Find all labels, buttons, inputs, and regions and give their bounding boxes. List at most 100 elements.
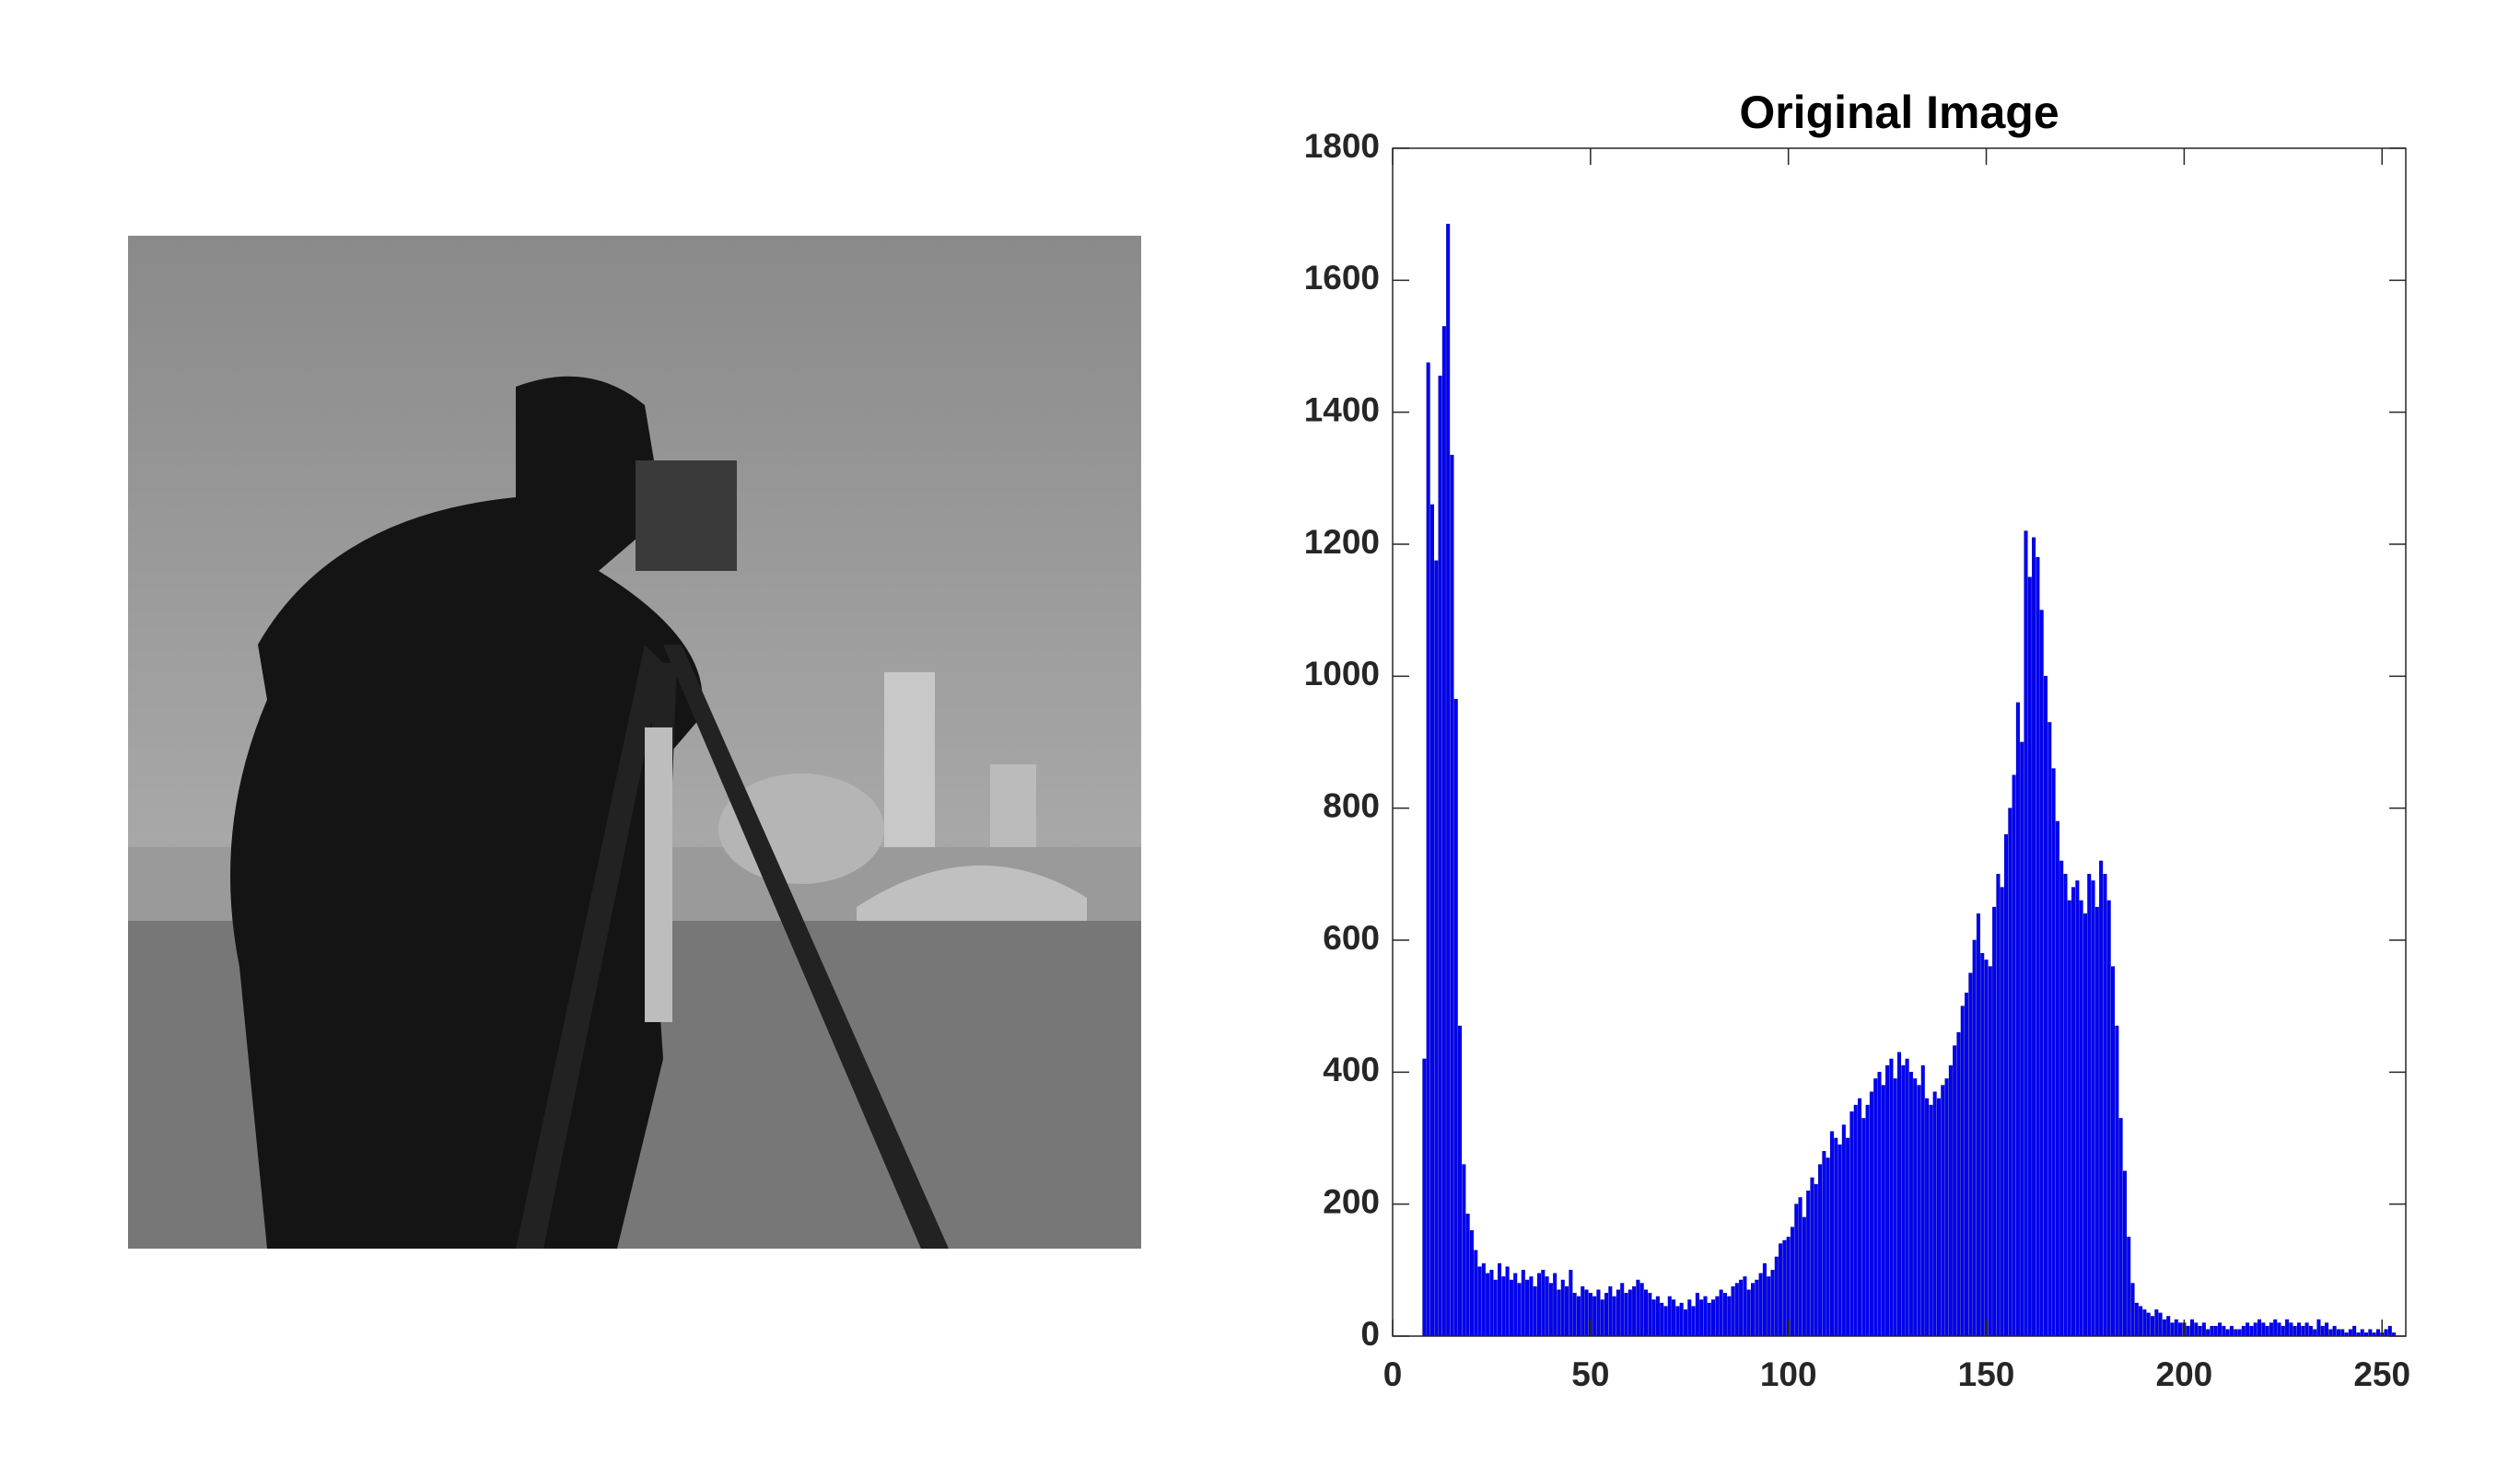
bar [2210, 1325, 2214, 1337]
bar [1509, 1279, 1513, 1337]
bar [1722, 1293, 1727, 1337]
bar [1536, 1273, 1542, 1337]
bar [1750, 1283, 1756, 1337]
bar [1497, 1262, 1502, 1337]
bar [1984, 959, 1989, 1337]
x-tick-label: 0 [1383, 1355, 1403, 1393]
bar [1576, 1296, 1581, 1337]
bar [2320, 1325, 2325, 1337]
bar [1849, 1111, 1854, 1337]
bar [1560, 1279, 1565, 1337]
bar [1695, 1293, 1699, 1337]
bar [2134, 1302, 2139, 1337]
bar [1521, 1270, 1525, 1337]
bar [1932, 1091, 1937, 1337]
bar [1806, 1191, 1811, 1337]
bar [1810, 1177, 1814, 1337]
bar [1873, 1078, 1878, 1337]
bar [2170, 1322, 2175, 1337]
bar [2201, 1322, 2206, 1337]
bar [2301, 1325, 2305, 1337]
bar [2146, 1312, 2151, 1337]
bar [1545, 1276, 1549, 1337]
bar [1869, 1091, 1873, 1337]
bar [2099, 860, 2104, 1337]
bar [1920, 1064, 1925, 1337]
y-tick-label: 1200 [1304, 523, 1380, 561]
bar [1453, 699, 1458, 1337]
bar [1936, 1098, 1941, 1337]
bar [1707, 1302, 1711, 1337]
bar [1770, 1270, 1775, 1337]
bar [2246, 1322, 2250, 1337]
bar [2032, 537, 2036, 1337]
bar [2178, 1322, 2183, 1337]
bar [1533, 1285, 1537, 1337]
bar [1438, 375, 1442, 1337]
bar [1616, 1289, 1620, 1337]
bar [1691, 1306, 1696, 1337]
y-tick-label: 400 [1323, 1051, 1380, 1088]
bar [1917, 1085, 1921, 1337]
bar [2048, 722, 2052, 1337]
bar [1651, 1299, 1656, 1337]
bar [2261, 1322, 2266, 1337]
bar [1620, 1283, 1625, 1337]
y-tick-label: 1600 [1304, 259, 1380, 297]
bar [2384, 1329, 2388, 1337]
bar [2229, 1325, 2234, 1337]
bar [2127, 1237, 2131, 1337]
bar [1996, 874, 2001, 1337]
bar [1592, 1296, 1597, 1337]
y-tick-label: 1000 [1304, 655, 1380, 692]
bar [2249, 1325, 2254, 1337]
bar [1474, 1250, 1478, 1337]
bar [2008, 808, 2012, 1337]
bar [1663, 1306, 1668, 1337]
bar [1525, 1279, 1530, 1337]
bar [1727, 1296, 1732, 1337]
bar [1548, 1283, 1553, 1337]
bar [1960, 1006, 1965, 1337]
bar [1489, 1270, 1494, 1337]
bar [1513, 1273, 1518, 1337]
bar [1636, 1279, 1640, 1337]
bar [2222, 1325, 2226, 1337]
bar [1711, 1299, 1716, 1337]
bar [1734, 1283, 1739, 1337]
bar [2387, 1325, 2392, 1337]
bar [2336, 1329, 2340, 1337]
bar [1581, 1285, 1585, 1337]
bar [2348, 1329, 2352, 1337]
bar [1529, 1276, 1534, 1337]
bar [2024, 530, 2028, 1337]
y-tick-label: 200 [1323, 1182, 1380, 1220]
bar [2241, 1325, 2246, 1337]
bar [1462, 1164, 1466, 1337]
bar [1834, 1137, 1838, 1337]
bar [2039, 610, 2044, 1337]
bar [2082, 913, 2087, 1337]
bar [1639, 1283, 1644, 1337]
bar [1469, 1230, 1474, 1337]
x-tick-label: 200 [2156, 1355, 2213, 1393]
bar [1517, 1283, 1522, 1337]
bar [2111, 966, 2116, 1337]
bar [1965, 993, 1969, 1337]
bar [1557, 1289, 1561, 1337]
bar [2139, 1306, 2143, 1337]
bar [1941, 1085, 1945, 1337]
bar [2036, 557, 2040, 1337]
bar [2122, 1170, 2127, 1337]
histogram: Original Image 0200400600800100012001400… [1304, 87, 2410, 1393]
bar [2115, 1025, 2119, 1337]
bar [1779, 1243, 1783, 1337]
bar [2043, 676, 2048, 1337]
chart-title: Original Image [1739, 87, 2059, 138]
bar [2198, 1325, 2202, 1337]
bar [1719, 1289, 1723, 1337]
bar [1446, 224, 1451, 1337]
bar [1481, 1262, 1486, 1337]
bar [2020, 741, 2024, 1337]
bar [1790, 1227, 1795, 1337]
